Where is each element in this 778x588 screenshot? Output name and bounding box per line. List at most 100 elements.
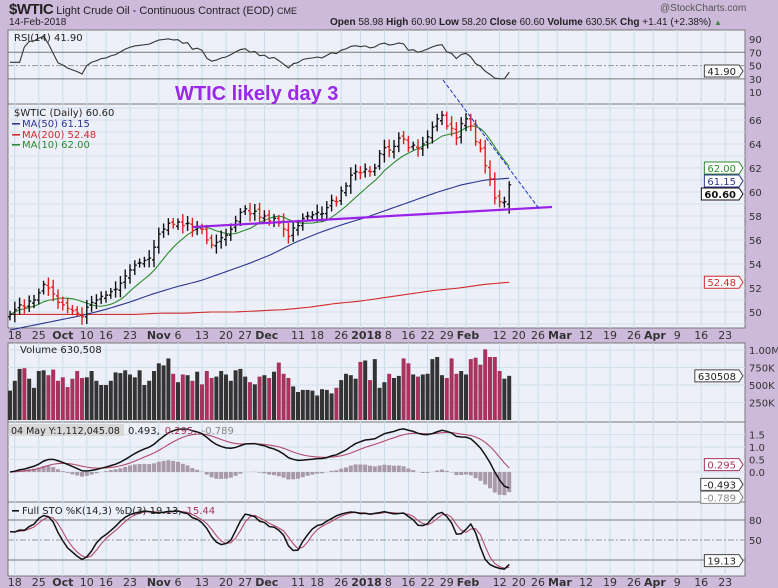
price-bar — [396, 132, 401, 153]
macd-histogram-bar — [348, 465, 353, 472]
date-tick-label: Oct — [52, 576, 73, 588]
price-bar — [243, 205, 248, 216]
volume-bar — [315, 395, 320, 420]
date-tick-label: 23 — [718, 329, 732, 342]
date-tick-label: 16 — [694, 329, 708, 342]
volume-bar — [132, 377, 137, 420]
macd-histogram-bar — [70, 472, 75, 475]
volume-bar — [108, 380, 113, 420]
date-tick-label: 29 — [440, 576, 454, 588]
date-tick-label: 26 — [334, 576, 348, 588]
price-bar — [224, 228, 228, 246]
macd-histogram-bar — [36, 467, 41, 472]
volume-bar — [329, 393, 334, 420]
tag-box — [700, 187, 744, 201]
macd-histogram-bar — [468, 472, 473, 476]
price-axis-label: 62 — [749, 164, 762, 175]
date-tick-label: 6 — [175, 576, 182, 588]
macd-histogram-bar — [435, 470, 440, 472]
macd-histogram-bar — [219, 472, 224, 479]
price-bar — [296, 219, 300, 236]
macd-histogram-bar — [473, 472, 478, 479]
macd-histogram-bar — [320, 472, 324, 474]
macd-histogram-bar — [238, 472, 243, 474]
date-tick-label: 22 — [421, 329, 435, 342]
volume-bar — [156, 363, 161, 420]
volume-label: Volume — [547, 17, 583, 28]
annotation-text: WTIC likely day 3 — [175, 83, 338, 105]
tag-label: 19.13 — [707, 557, 736, 568]
price-bar — [161, 223, 166, 238]
tag-label: 60.60 — [704, 190, 736, 201]
macd-histogram-bar — [51, 467, 56, 472]
volume-bar — [267, 378, 272, 420]
volume-bar — [12, 380, 17, 420]
date-tick-label: Apr — [644, 329, 666, 342]
price-bar — [416, 139, 420, 157]
date-tick-label: Nov — [147, 329, 172, 342]
volume-bar — [300, 389, 305, 420]
volume-bar — [449, 358, 454, 420]
date-tick-label: Feb — [457, 329, 480, 342]
sto-axis-label: 80 — [749, 516, 762, 527]
price-bar — [315, 204, 320, 222]
up-arrow-icon: ▲ — [714, 18, 722, 27]
price-bar — [65, 297, 70, 314]
date-tick-label: 26 — [531, 576, 545, 588]
low-label: Low — [438, 17, 459, 28]
volume-bar — [488, 357, 492, 420]
volume-bar — [243, 376, 248, 420]
macd-histogram-bar — [334, 470, 339, 472]
axis-value-tag: 62.00 — [703, 161, 744, 175]
volume-bar — [478, 364, 483, 420]
axis-value-tag: -0.789 — [700, 490, 744, 504]
price-bar — [372, 163, 377, 176]
price-bar — [324, 201, 329, 221]
tag-label: 41.90 — [707, 67, 736, 78]
volume-bar — [464, 374, 468, 420]
macd-histogram-bar — [84, 472, 89, 476]
tag-box — [694, 369, 744, 383]
macd-histogram-bar — [507, 472, 512, 493]
volume-axis-label: 500K — [749, 381, 775, 392]
volume-bar — [372, 359, 377, 420]
ma200-swatch — [12, 134, 20, 136]
volume-bar — [502, 378, 507, 420]
high-value: 60.90 — [411, 17, 437, 28]
price-bar — [435, 113, 440, 132]
tag-box — [703, 64, 744, 78]
date-tick-label: Mar — [548, 329, 572, 342]
price-bar — [252, 204, 257, 221]
price-bar — [392, 139, 396, 159]
price-axis-label: 56 — [749, 236, 762, 247]
volume-value: 630.5K — [585, 17, 618, 28]
macd-histogram-bar — [108, 470, 113, 472]
instrument-name: Light Crude Oil - Continuous Contract (E… — [56, 5, 274, 17]
date-tick-label: 16 — [401, 329, 415, 342]
volume-bar — [27, 378, 32, 420]
volume-bar — [224, 374, 228, 420]
volume-bar — [238, 368, 243, 420]
macd-histogram-bar — [56, 469, 60, 472]
volume-bar — [320, 389, 324, 420]
volume-bar — [200, 384, 204, 420]
volume-bar — [152, 371, 156, 420]
price-bar — [27, 295, 32, 312]
tag-label: -0.789 — [704, 493, 736, 504]
volume-bar — [219, 371, 224, 420]
macd-histogram-bar — [478, 472, 483, 481]
date-tick-label: Apr — [644, 576, 666, 588]
price-bar — [166, 218, 171, 236]
rsi-axis-label: 70 — [749, 48, 762, 59]
volume-bar — [468, 359, 473, 420]
price-bar — [377, 150, 382, 170]
tag-label: 52.48 — [707, 278, 736, 289]
volume-bar — [358, 361, 363, 420]
axis-value-tag: 19.13 — [703, 554, 744, 568]
volume-bar — [483, 349, 488, 420]
sto-swatch — [12, 510, 19, 512]
volume-bar — [248, 382, 252, 420]
macd-histogram-bar — [60, 471, 65, 472]
price-bar — [75, 306, 80, 317]
price-bar — [51, 279, 56, 302]
